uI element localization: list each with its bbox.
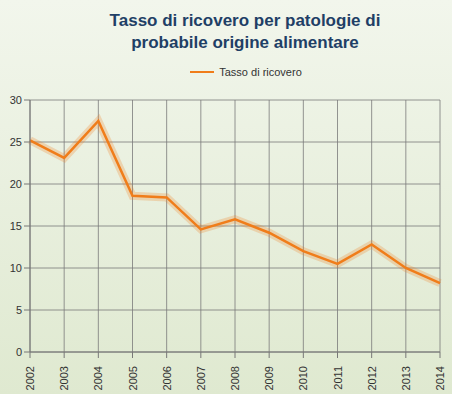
html-text:Tasso di ricovero: Tasso di ricovero <box>219 66 302 78</box>
svg-text:2013: 2013 <box>400 366 412 390</box>
svg-text:2010: 2010 <box>297 366 309 390</box>
svg-text:2002: 2002 <box>24 366 36 390</box>
svg-text:0: 0 <box>16 346 22 358</box>
svg-text:15: 15 <box>10 220 22 232</box>
svg-text:2006: 2006 <box>161 366 173 390</box>
html-text:Tasso di ricovero per patologi: Tasso di ricovero per patologie di proba… <box>109 11 381 52</box>
svg-text:5: 5 <box>16 304 22 316</box>
svg-text:2014: 2014 <box>434 366 444 390</box>
svg-text:2012: 2012 <box>366 366 378 390</box>
svg-text:20: 20 <box>10 178 22 190</box>
svg-text:2009: 2009 <box>263 366 275 390</box>
svg-text:2004: 2004 <box>92 366 104 390</box>
svg-text:2003: 2003 <box>58 366 70 390</box>
svg-text:2008: 2008 <box>229 366 241 390</box>
svg-text:30: 30 <box>10 94 22 106</box>
svg-text:2007: 2007 <box>195 366 207 390</box>
svg-text:2011: 2011 <box>332 366 344 390</box>
svg-text:25: 25 <box>10 136 22 148</box>
svg-text:10: 10 <box>10 262 22 274</box>
svg-text:2005: 2005 <box>127 366 139 390</box>
